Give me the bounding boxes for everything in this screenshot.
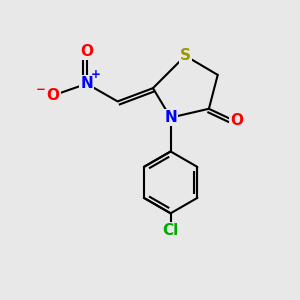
Text: Cl: Cl	[163, 224, 179, 238]
Text: S: S	[180, 48, 191, 63]
Text: O: O	[80, 44, 93, 59]
Text: N: N	[164, 110, 177, 125]
Text: O: O	[230, 113, 243, 128]
Text: N: N	[80, 76, 93, 91]
Text: O: O	[46, 88, 59, 103]
Text: −: −	[35, 82, 45, 95]
Text: +: +	[91, 68, 101, 81]
